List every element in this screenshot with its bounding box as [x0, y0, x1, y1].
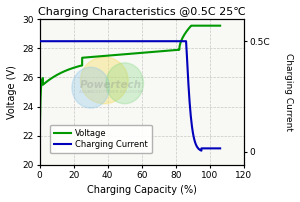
Ellipse shape [106, 63, 143, 104]
Y-axis label: Voltage (V): Voltage (V) [7, 65, 17, 119]
X-axis label: Charging Capacity (%): Charging Capacity (%) [87, 185, 197, 195]
Y-axis label: Charging Current: Charging Current [284, 53, 293, 131]
Title: Charging Characteristics @0.5C 25℃: Charging Characteristics @0.5C 25℃ [38, 7, 246, 17]
Text: Powertech: Powertech [80, 80, 142, 90]
Legend: Voltage, Charging Current: Voltage, Charging Current [50, 125, 152, 154]
Text: ADVANCED POWER SOLUTIONS: ADVANCED POWER SOLUTIONS [79, 90, 143, 94]
Ellipse shape [72, 67, 110, 108]
Ellipse shape [80, 57, 128, 104]
